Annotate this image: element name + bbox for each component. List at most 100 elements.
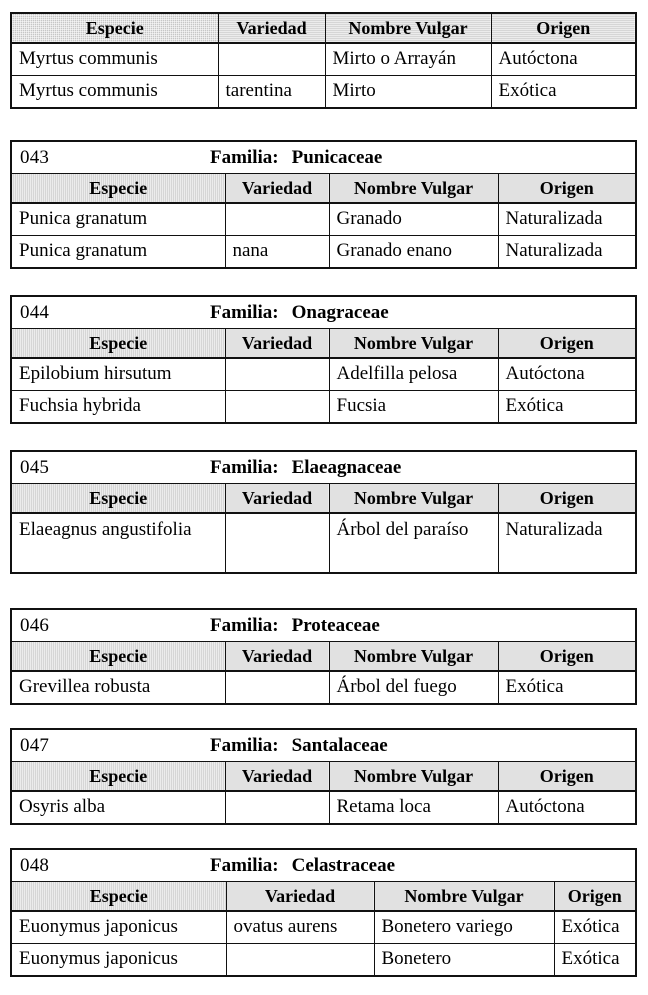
column-header-nombre-vulgar: Nombre Vulgar <box>373 881 555 912</box>
column-header-origen: Origen <box>490 12 637 44</box>
column-header-especie: Especie <box>10 761 226 792</box>
family-title-row: 047 Familia: Santalaceae <box>10 728 637 762</box>
column-header-row: Especie Variedad Nombre Vulgar Origen <box>10 483 637 514</box>
family-table: 045 Familia: Elaeagnaceae Especie Variedad No… <box>10 450 637 574</box>
cell-origen: Exótica <box>497 390 637 424</box>
family-table: 044 Familia: Onagraceae Especie Variedad Nomb… <box>10 295 637 424</box>
cell-origen: Exótica <box>497 670 637 705</box>
column-header-row: Especie Variedad Nombre Vulgar Origen <box>10 173 637 204</box>
column-header-especie: Especie <box>10 641 226 672</box>
cell-variedad <box>224 512 330 574</box>
column-header-row: Especie Variedad Nombre Vulgar Origen <box>10 641 637 672</box>
cell-especie: Elaeagnus angustifolia <box>10 512 226 574</box>
column-header-origen: Origen <box>497 761 637 792</box>
family-title-cell: 046 Familia: Proteaceae <box>10 608 637 642</box>
column-header-variedad: Variedad <box>225 881 375 912</box>
cell-origen: Autóctona <box>490 42 637 76</box>
family-name: Punicaceae <box>291 147 383 168</box>
family-name-group: Familia: Elaeagnaceae <box>210 455 401 480</box>
family-title-cell: 048 Familia: Celastraceae <box>10 848 637 882</box>
family-name-group: Familia: Punicaceae <box>210 145 382 170</box>
cell-origen: Autóctona <box>497 790 637 825</box>
table-row: Myrtus communis Mirto o Arrayán Autóctona <box>10 42 637 76</box>
column-header-variedad: Variedad <box>224 483 330 514</box>
table-row: Euonymus japonicus ovatus aurens Bonetero … <box>10 910 637 944</box>
family-title-row: 045 Familia: Elaeagnaceae <box>10 450 637 484</box>
cell-variedad <box>224 390 330 424</box>
cell-nombre: Bonetero <box>373 943 555 977</box>
family-table: 048 Familia: Celastraceae Especie Variedad No… <box>10 848 637 977</box>
family-title-row: 043 Familia: Punicaceae <box>10 140 637 174</box>
cell-especie: Punica granatum <box>10 202 226 236</box>
cell-variedad: tarentina <box>217 75 326 109</box>
cell-nombre: Adelfilla pelosa <box>328 357 499 391</box>
family-name: Celastraceae <box>291 855 395 876</box>
family-title-cell: 045 Familia: Elaeagnaceae <box>10 450 637 484</box>
cell-especie: Punica granatum <box>10 235 226 269</box>
column-header-nombre-vulgar: Nombre Vulgar <box>328 761 499 792</box>
column-header-nombre-vulgar: Nombre Vulgar <box>328 173 499 204</box>
table-row: Fuchsia hybrida Fucsia Exótica <box>10 390 637 424</box>
column-header-especie: Especie <box>10 881 227 912</box>
familia-label: Familia: <box>210 615 279 636</box>
column-header-row: Especie Variedad Nombre Vulgar Origen <box>10 761 637 792</box>
family-name-group: Familia: Santalaceae <box>210 733 388 758</box>
family-name: Proteaceae <box>291 615 380 636</box>
family-table: 043 Familia: Punicaceae Especie Variedad Nomb… <box>10 140 637 269</box>
family-number: 046 <box>20 615 50 636</box>
family-name-group: Familia: Onagraceae <box>210 300 389 325</box>
familia-label: Familia: <box>210 147 279 168</box>
cell-origen: Exótica <box>553 943 637 977</box>
cell-variedad <box>224 790 330 825</box>
cell-nombre: Retama loca <box>328 790 499 825</box>
family-table: 047 Familia: Santalaceae Especie Variedad Nom… <box>10 728 637 825</box>
familia-label: Familia: <box>210 855 279 876</box>
cell-variedad <box>217 42 326 76</box>
cell-especie: Grevillea robusta <box>10 670 226 705</box>
family-name-group: Familia: Celastraceae <box>210 853 395 878</box>
cell-origen: Autóctona <box>497 357 637 391</box>
cell-origen: Naturalizada <box>497 512 637 574</box>
cell-especie: Euonymus japonicus <box>10 943 227 977</box>
cell-especie: Fuchsia hybrida <box>10 390 226 424</box>
familia-label: Familia: <box>210 457 279 478</box>
cell-nombre: Mirto <box>324 75 492 109</box>
family-table: Especie Variedad Nombre Vulgar Origen Myrtus… <box>10 12 637 109</box>
cell-origen: Exótica <box>490 75 637 109</box>
family-name-group: Familia: Proteaceae <box>210 613 380 638</box>
family-table: 046 Familia: Proteaceae Especie Variedad Nomb… <box>10 608 637 705</box>
table-row: Osyris alba Retama loca Autóctona <box>10 790 637 825</box>
column-header-origen: Origen <box>553 881 637 912</box>
table-row: Elaeagnus angustifolia Árbol del paraíso N… <box>10 512 637 574</box>
cell-especie: Myrtus communis <box>10 42 219 76</box>
cell-especie: Myrtus communis <box>10 75 219 109</box>
cell-origen: Naturalizada <box>497 235 637 269</box>
column-header-row: Especie Variedad Nombre Vulgar Origen <box>10 881 637 912</box>
table-row: Myrtus communis tarentina Mirto Exótica <box>10 75 637 109</box>
cell-nombre: Granado enano <box>328 235 499 269</box>
cell-especie: Euonymus japonicus <box>10 910 227 944</box>
cell-nombre: Granado <box>328 202 499 236</box>
column-header-variedad: Variedad <box>217 12 326 44</box>
family-name: Elaeagnaceae <box>291 457 402 478</box>
family-title-cell: 043 Familia: Punicaceae <box>10 140 637 174</box>
family-number: 044 <box>20 302 50 323</box>
cell-nombre: Árbol del paraíso <box>328 512 499 574</box>
table-row: Punica granatum nana Granado enano Naturali… <box>10 235 637 269</box>
cell-variedad <box>224 670 330 705</box>
column-header-nombre-vulgar: Nombre Vulgar <box>328 483 499 514</box>
familia-label: Familia: <box>210 302 279 323</box>
column-header-nombre-vulgar: Nombre Vulgar <box>324 12 492 44</box>
column-header-origen: Origen <box>497 641 637 672</box>
column-header-row: Especie Variedad Nombre Vulgar Origen <box>10 328 637 359</box>
cell-nombre: Fucsia <box>328 390 499 424</box>
column-header-variedad: Variedad <box>224 641 330 672</box>
cell-variedad: ovatus aurens <box>225 910 375 944</box>
table-row: Epilobium hirsutum Adelfilla pelosa Autóct… <box>10 357 637 391</box>
column-header-nombre-vulgar: Nombre Vulgar <box>328 328 499 359</box>
column-header-especie: Especie <box>10 12 219 44</box>
cell-origen: Naturalizada <box>497 202 637 236</box>
column-header-nombre-vulgar: Nombre Vulgar <box>328 641 499 672</box>
family-number: 047 <box>20 735 50 756</box>
